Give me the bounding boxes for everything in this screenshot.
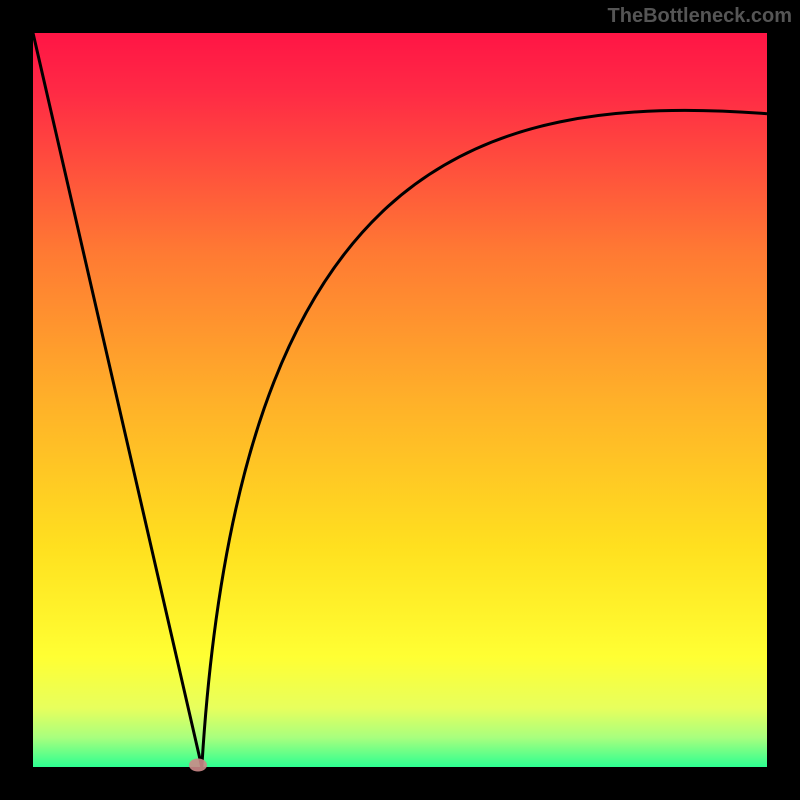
bottleneck-curve	[33, 33, 767, 767]
chart-container: TheBottleneck.com	[0, 0, 800, 800]
plot-area	[33, 33, 767, 767]
optimal-point-marker	[189, 758, 207, 771]
watermark-text: TheBottleneck.com	[608, 5, 792, 28]
